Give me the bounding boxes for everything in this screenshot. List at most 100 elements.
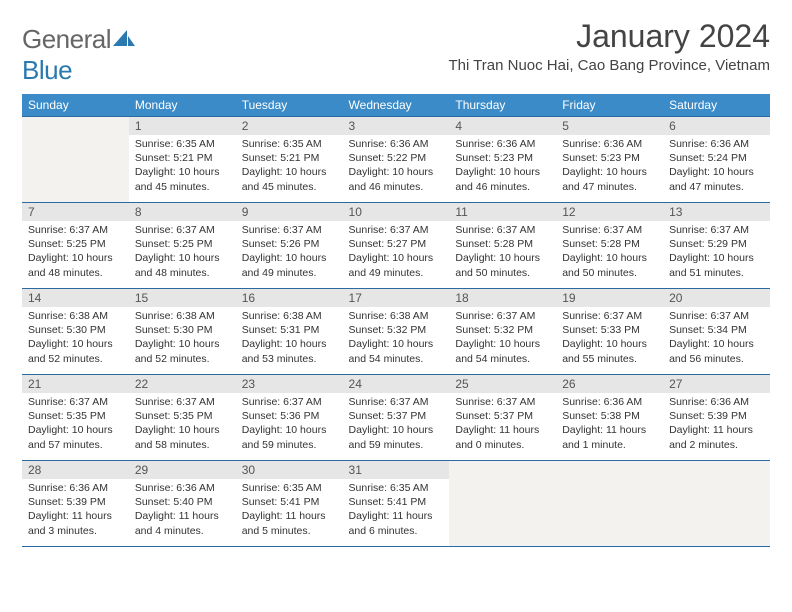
day-details: Sunrise: 6:38 AMSunset: 5:31 PMDaylight:… [236, 307, 343, 370]
day-details: Sunrise: 6:36 AMSunset: 5:40 PMDaylight:… [129, 479, 236, 542]
day-number: 15 [129, 289, 236, 307]
page-header: GeneralBlue January 2024 Thi Tran Nuoc H… [22, 18, 770, 86]
day-details: Sunrise: 6:37 AMSunset: 5:36 PMDaylight:… [236, 393, 343, 456]
calendar-cell: 13Sunrise: 6:37 AMSunset: 5:29 PMDayligh… [663, 203, 770, 289]
day-details: Sunrise: 6:37 AMSunset: 5:37 PMDaylight:… [343, 393, 450, 456]
calendar-cell: 16Sunrise: 6:38 AMSunset: 5:31 PMDayligh… [236, 289, 343, 375]
day-details: Sunrise: 6:37 AMSunset: 5:26 PMDaylight:… [236, 221, 343, 284]
calendar-cell: 21Sunrise: 6:37 AMSunset: 5:35 PMDayligh… [22, 375, 129, 461]
calendar-cell: 6Sunrise: 6:36 AMSunset: 5:24 PMDaylight… [663, 117, 770, 203]
day-number: 2 [236, 117, 343, 135]
calendar-cell: 23Sunrise: 6:37 AMSunset: 5:36 PMDayligh… [236, 375, 343, 461]
calendar-week: 21Sunrise: 6:37 AMSunset: 5:35 PMDayligh… [22, 375, 770, 461]
day-number: 11 [449, 203, 556, 221]
day-details: Sunrise: 6:38 AMSunset: 5:30 PMDaylight:… [22, 307, 129, 370]
day-header: Wednesday [343, 94, 450, 117]
day-details: Sunrise: 6:37 AMSunset: 5:28 PMDaylight:… [556, 221, 663, 284]
brand-logo: GeneralBlue [22, 24, 135, 86]
day-number: 9 [236, 203, 343, 221]
day-number: 22 [129, 375, 236, 393]
day-details: Sunrise: 6:35 AMSunset: 5:21 PMDaylight:… [129, 135, 236, 198]
calendar-cell: 5Sunrise: 6:36 AMSunset: 5:23 PMDaylight… [556, 117, 663, 203]
brand-text: GeneralBlue [22, 24, 135, 86]
calendar-head: SundayMondayTuesdayWednesdayThursdayFrid… [22, 94, 770, 117]
day-number: 31 [343, 461, 450, 479]
day-details: Sunrise: 6:37 AMSunset: 5:29 PMDaylight:… [663, 221, 770, 284]
day-number: 8 [129, 203, 236, 221]
day-number: 5 [556, 117, 663, 135]
day-number: 14 [22, 289, 129, 307]
day-header: Monday [129, 94, 236, 117]
calendar-cell: 7Sunrise: 6:37 AMSunset: 5:25 PMDaylight… [22, 203, 129, 289]
day-number: 23 [236, 375, 343, 393]
day-number: 4 [449, 117, 556, 135]
day-details: Sunrise: 6:36 AMSunset: 5:24 PMDaylight:… [663, 135, 770, 198]
day-details: Sunrise: 6:36 AMSunset: 5:38 PMDaylight:… [556, 393, 663, 456]
calendar-week: 7Sunrise: 6:37 AMSunset: 5:25 PMDaylight… [22, 203, 770, 289]
calendar-week: 14Sunrise: 6:38 AMSunset: 5:30 PMDayligh… [22, 289, 770, 375]
day-header-row: SundayMondayTuesdayWednesdayThursdayFrid… [22, 94, 770, 117]
day-number: 6 [663, 117, 770, 135]
day-details: Sunrise: 6:37 AMSunset: 5:35 PMDaylight:… [129, 393, 236, 456]
day-details: Sunrise: 6:36 AMSunset: 5:23 PMDaylight:… [556, 135, 663, 198]
calendar-cell: 29Sunrise: 6:36 AMSunset: 5:40 PMDayligh… [129, 461, 236, 547]
calendar-cell: 28Sunrise: 6:36 AMSunset: 5:39 PMDayligh… [22, 461, 129, 547]
day-details: Sunrise: 6:37 AMSunset: 5:25 PMDaylight:… [22, 221, 129, 284]
brand-part2: Blue [22, 55, 72, 85]
day-header: Friday [556, 94, 663, 117]
day-details: Sunrise: 6:37 AMSunset: 5:34 PMDaylight:… [663, 307, 770, 370]
calendar-cell: 12Sunrise: 6:37 AMSunset: 5:28 PMDayligh… [556, 203, 663, 289]
day-number: 16 [236, 289, 343, 307]
calendar-week: 28Sunrise: 6:36 AMSunset: 5:39 PMDayligh… [22, 461, 770, 547]
day-number: 26 [556, 375, 663, 393]
day-number: 18 [449, 289, 556, 307]
calendar-week: 1Sunrise: 6:35 AMSunset: 5:21 PMDaylight… [22, 117, 770, 203]
title-block: January 2024 Thi Tran Nuoc Hai, Cao Bang… [448, 18, 770, 74]
calendar-cell: 30Sunrise: 6:35 AMSunset: 5:41 PMDayligh… [236, 461, 343, 547]
calendar-cell: 1Sunrise: 6:35 AMSunset: 5:21 PMDaylight… [129, 117, 236, 203]
day-number: 10 [343, 203, 450, 221]
month-title: January 2024 [448, 18, 770, 55]
day-details: Sunrise: 6:37 AMSunset: 5:27 PMDaylight:… [343, 221, 450, 284]
calendar-cell: 3Sunrise: 6:36 AMSunset: 5:22 PMDaylight… [343, 117, 450, 203]
calendar-cell: 11Sunrise: 6:37 AMSunset: 5:28 PMDayligh… [449, 203, 556, 289]
calendar-cell: 18Sunrise: 6:37 AMSunset: 5:32 PMDayligh… [449, 289, 556, 375]
calendar-cell: 19Sunrise: 6:37 AMSunset: 5:33 PMDayligh… [556, 289, 663, 375]
calendar-cell: 17Sunrise: 6:38 AMSunset: 5:32 PMDayligh… [343, 289, 450, 375]
calendar-body: 1Sunrise: 6:35 AMSunset: 5:21 PMDaylight… [22, 117, 770, 547]
day-number: 20 [663, 289, 770, 307]
day-number: 24 [343, 375, 450, 393]
day-number: 7 [22, 203, 129, 221]
day-details: Sunrise: 6:35 AMSunset: 5:21 PMDaylight:… [236, 135, 343, 198]
day-header: Tuesday [236, 94, 343, 117]
day-details: Sunrise: 6:35 AMSunset: 5:41 PMDaylight:… [236, 479, 343, 542]
calendar-cell [22, 117, 129, 203]
day-number: 29 [129, 461, 236, 479]
day-number: 13 [663, 203, 770, 221]
calendar-cell: 9Sunrise: 6:37 AMSunset: 5:26 PMDaylight… [236, 203, 343, 289]
day-details: Sunrise: 6:37 AMSunset: 5:28 PMDaylight:… [449, 221, 556, 284]
calendar-cell [556, 461, 663, 547]
day-details: Sunrise: 6:35 AMSunset: 5:41 PMDaylight:… [343, 479, 450, 542]
sail-icon [113, 24, 135, 55]
calendar-cell: 24Sunrise: 6:37 AMSunset: 5:37 PMDayligh… [343, 375, 450, 461]
day-number: 1 [129, 117, 236, 135]
day-number: 21 [22, 375, 129, 393]
day-details: Sunrise: 6:36 AMSunset: 5:23 PMDaylight:… [449, 135, 556, 198]
day-header: Thursday [449, 94, 556, 117]
day-number: 27 [663, 375, 770, 393]
day-number: 19 [556, 289, 663, 307]
day-details: Sunrise: 6:38 AMSunset: 5:32 PMDaylight:… [343, 307, 450, 370]
day-details: Sunrise: 6:37 AMSunset: 5:37 PMDaylight:… [449, 393, 556, 456]
day-details: Sunrise: 6:38 AMSunset: 5:30 PMDaylight:… [129, 307, 236, 370]
day-number: 12 [556, 203, 663, 221]
calendar-cell: 31Sunrise: 6:35 AMSunset: 5:41 PMDayligh… [343, 461, 450, 547]
day-details: Sunrise: 6:37 AMSunset: 5:32 PMDaylight:… [449, 307, 556, 370]
day-details: Sunrise: 6:36 AMSunset: 5:39 PMDaylight:… [22, 479, 129, 542]
calendar-cell: 22Sunrise: 6:37 AMSunset: 5:35 PMDayligh… [129, 375, 236, 461]
calendar-cell: 25Sunrise: 6:37 AMSunset: 5:37 PMDayligh… [449, 375, 556, 461]
calendar-cell: 10Sunrise: 6:37 AMSunset: 5:27 PMDayligh… [343, 203, 450, 289]
day-details: Sunrise: 6:36 AMSunset: 5:22 PMDaylight:… [343, 135, 450, 198]
day-header: Saturday [663, 94, 770, 117]
day-details: Sunrise: 6:37 AMSunset: 5:25 PMDaylight:… [129, 221, 236, 284]
